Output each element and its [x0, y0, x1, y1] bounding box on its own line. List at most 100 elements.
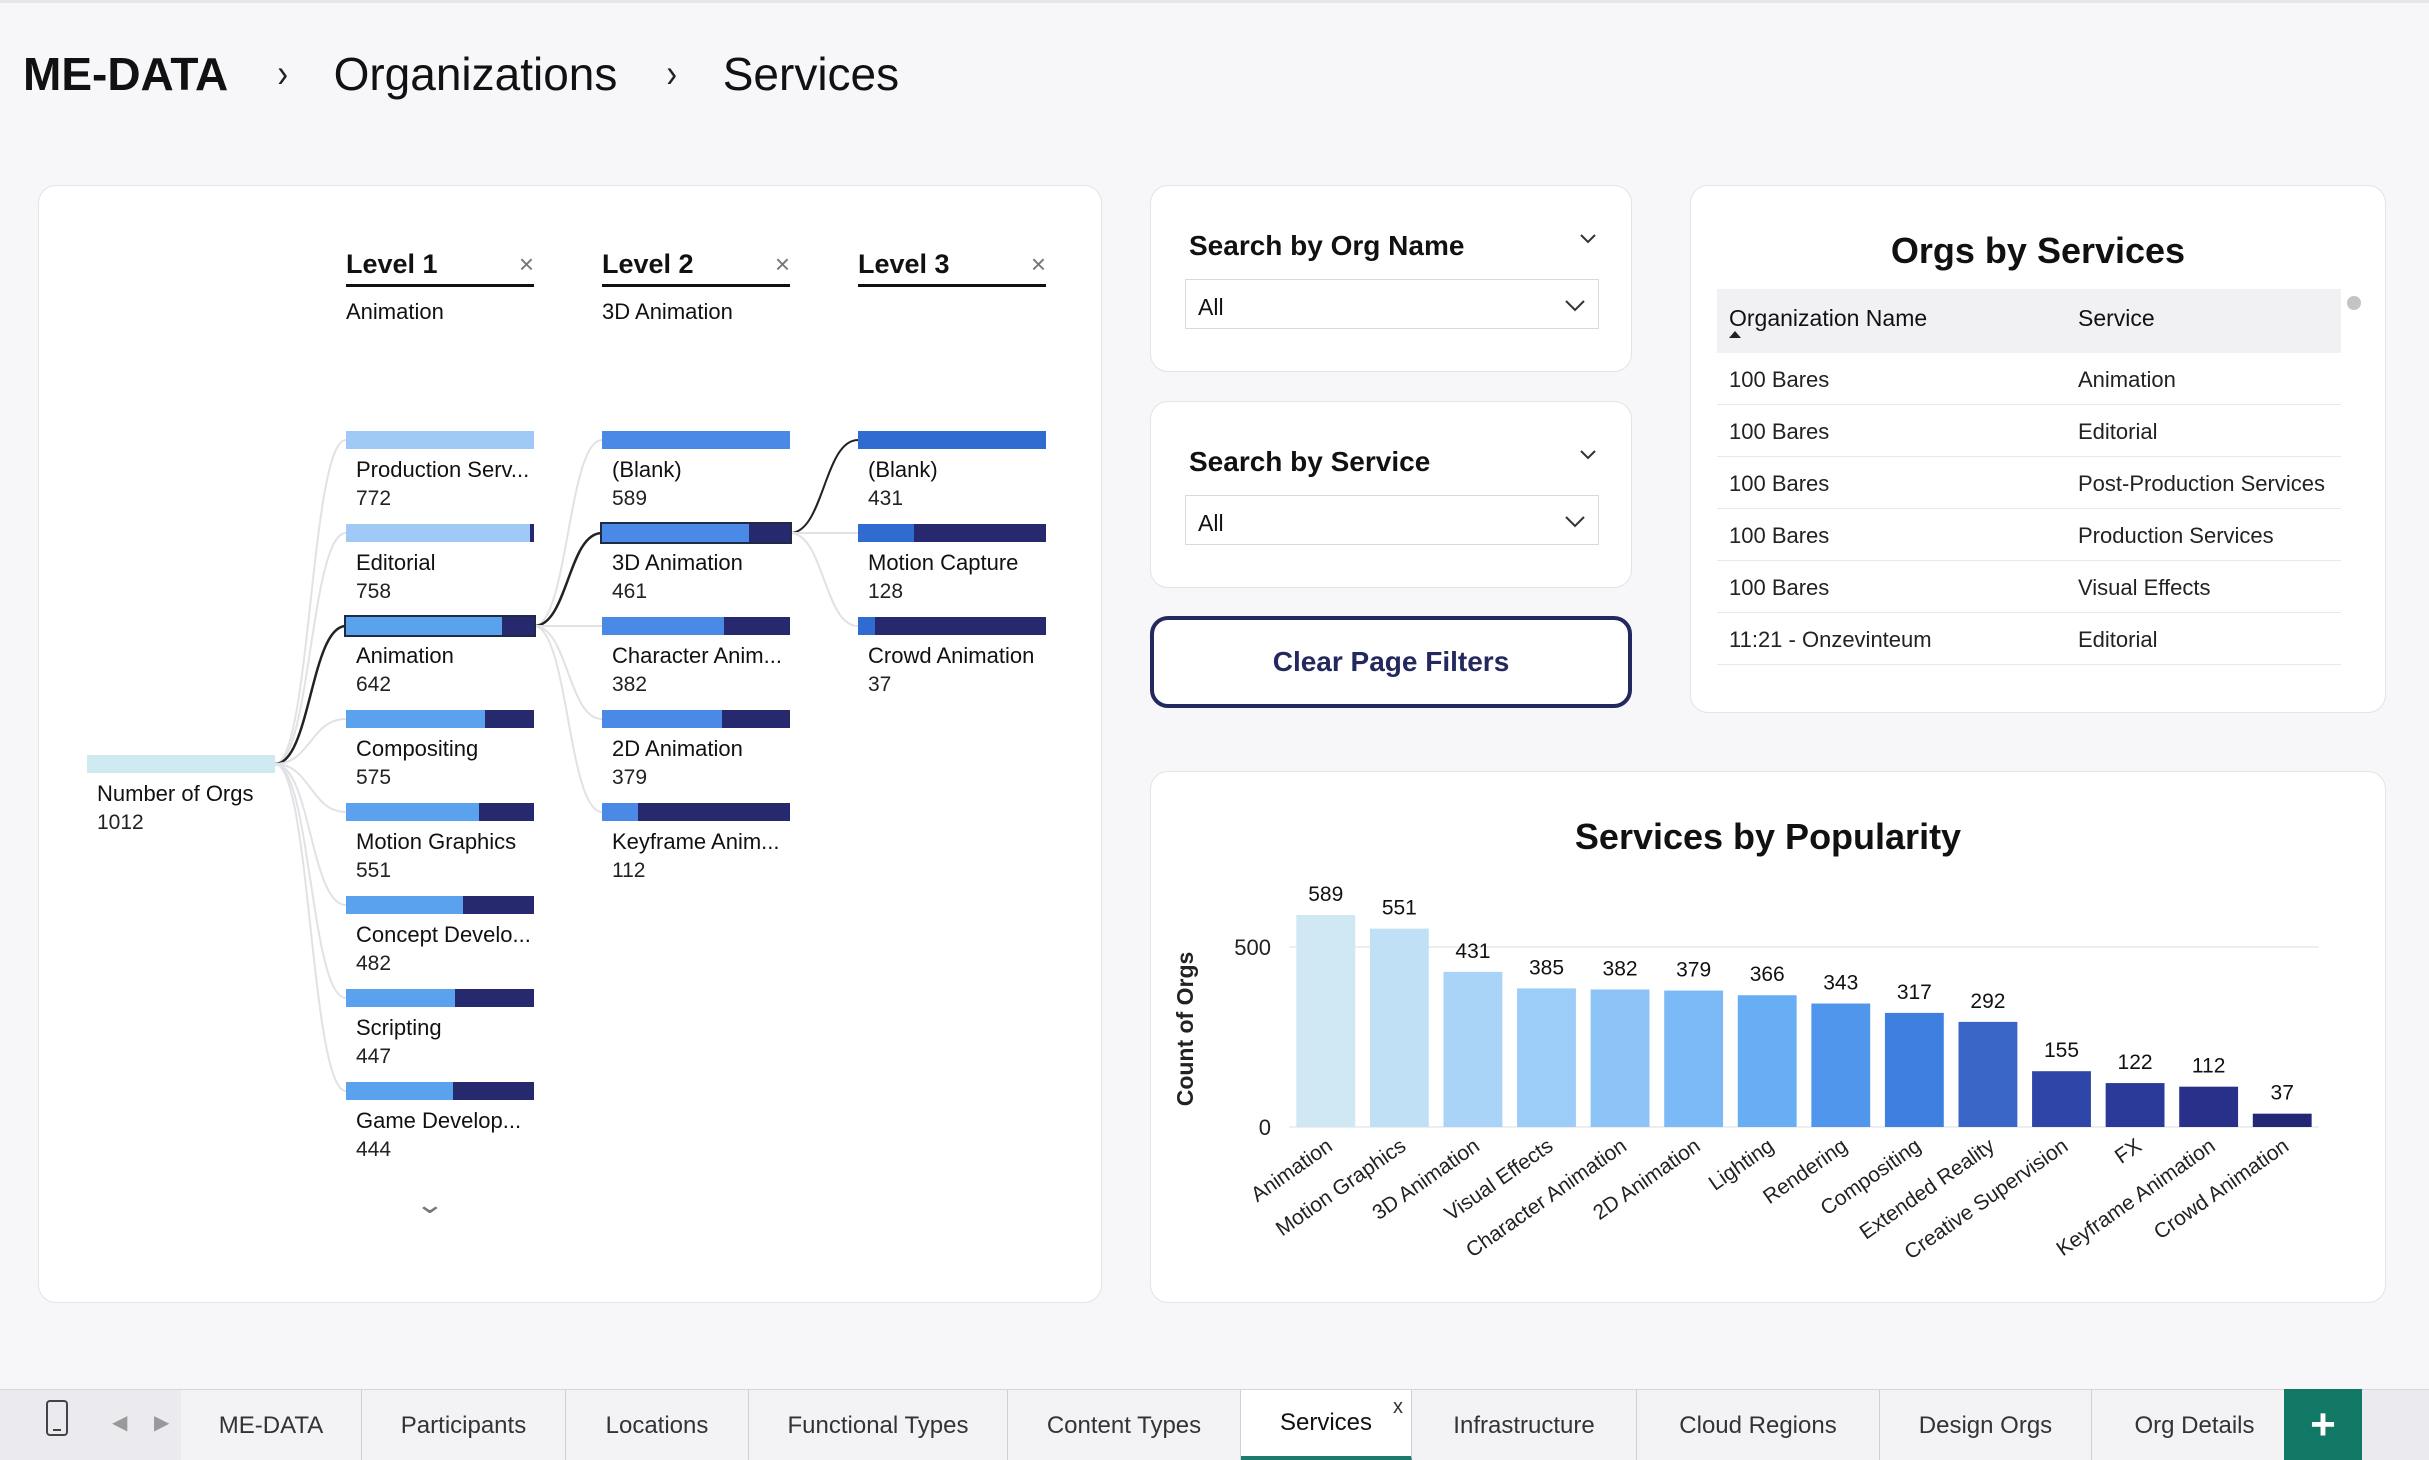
node-bar-fill [346, 617, 503, 635]
chevron-down-icon[interactable] [1579, 446, 1597, 464]
node-label: (Blank) [612, 457, 682, 482]
node-value: 589 [612, 487, 648, 510]
node-label: Production Serv... [356, 457, 530, 482]
close-icon[interactable]: × [1030, 249, 1046, 279]
node-bar-fill [602, 617, 725, 635]
node-bar-fill [346, 1082, 454, 1100]
close-icon[interactable]: × [518, 249, 534, 279]
data-label: 317 [1897, 981, 1932, 1004]
level-2-node[interactable]: Character Anim... 382 [602, 617, 790, 697]
column-header-service[interactable]: Service [2078, 305, 2155, 331]
close-icon[interactable]: × [774, 249, 790, 279]
tab-org-details[interactable]: Org Details [2092, 1390, 2298, 1460]
prev-page-icon[interactable]: ◀ [112, 1412, 128, 1434]
node-label: Motion Graphics [356, 829, 517, 854]
bar [1369, 928, 1429, 1127]
node-bar [344, 615, 536, 637]
table-row[interactable]: 11:21 - Onzevinteum Editorial [1717, 613, 2341, 665]
tree-root-node[interactable]: Number of Orgs 1012 [87, 755, 275, 835]
root-bar [87, 755, 275, 773]
level-1-node[interactable]: Compositing 575 [346, 710, 534, 790]
level-1-node[interactable]: Editorial 758 [346, 524, 534, 604]
orgs-table: Organization Name Service 100 Bares Anima… [1717, 289, 2341, 665]
table-header: Organization Name Service [1717, 289, 2341, 353]
cell-org-name: 11:21 - Onzevinteum [1729, 627, 1932, 652]
table-row[interactable]: 100 Bares Post-Production Services [1717, 457, 2341, 509]
node-bar-remainder [462, 896, 534, 914]
breadcrumb-home[interactable]: ME-DATA [23, 48, 229, 100]
node-bar [346, 989, 534, 1007]
node-label: Compositing [356, 736, 479, 761]
services-popularity-card: Services by Popularity 0 500 Count of Orgs… [1150, 771, 2386, 1303]
breadcrumb: ME-DATA › Organizations › Services [23, 44, 899, 104]
org-name-dropdown[interactable]: All [1185, 279, 1599, 329]
tab-participants[interactable]: Participants [362, 1390, 566, 1460]
level-3-node[interactable]: Crowd Animation 37 [858, 617, 1046, 697]
next-page-icon[interactable]: ▶ [154, 1412, 170, 1434]
mobile-layout-icon[interactable] [46, 1400, 68, 1436]
level-3-node[interactable]: Motion Capture 128 [858, 524, 1046, 604]
level-2-node[interactable]: 3D Animation 461 [600, 522, 792, 604]
tab-cloud-regions[interactable]: Cloud Regions [1637, 1390, 1880, 1460]
tab-label: Design Orgs [1918, 1411, 2053, 1439]
data-label: 431 [1455, 940, 1490, 963]
column-header-org-name[interactable]: Organization Name [1729, 305, 1928, 331]
add-page-button[interactable]: + [2284, 1389, 2362, 1460]
node-bar-fill [602, 524, 749, 542]
tab-design-orgs[interactable]: Design Orgs [1880, 1390, 2092, 1460]
node-bar [346, 803, 534, 821]
level-1-node[interactable]: Scripting 447 [346, 989, 534, 1069]
close-icon[interactable]: x [1393, 1396, 1403, 1418]
node-bar-fill [602, 803, 638, 821]
node-value: 772 [356, 487, 392, 510]
bar [1884, 1012, 1944, 1127]
clear-page-filters-button[interactable]: Clear Page Filters [1150, 616, 1632, 708]
tab-content-types[interactable]: Content Types [1008, 1390, 1241, 1460]
node-value: 128 [868, 580, 904, 603]
tree-link [274, 763, 347, 1092]
node-bar [346, 1082, 534, 1100]
level-1-node[interactable]: Concept Develo... 482 [346, 896, 534, 976]
table-row[interactable]: 100 Bares Production Services [1717, 509, 2341, 561]
table-row[interactable]: 100 Bares Editorial [1717, 405, 2341, 457]
node-bar-remainder [485, 710, 534, 728]
level-1-node[interactable]: Animation 642 [344, 615, 536, 697]
tree-link [274, 532, 347, 765]
data-label: 155 [2044, 1039, 2079, 1062]
bar [1958, 1021, 2018, 1127]
service-dropdown[interactable]: All [1185, 495, 1599, 545]
scrollbar[interactable] [2347, 296, 2361, 310]
tab-infrastructure[interactable]: Infrastructure [1412, 1390, 1637, 1460]
service-slicer: Search by Service All [1150, 401, 1632, 588]
chevron-down-icon[interactable] [1579, 230, 1597, 248]
y-tick-label: 0 [1259, 1115, 1271, 1140]
level-1-node[interactable]: Motion Graphics 551 [346, 803, 534, 883]
level-2-selection: 3D Animation [602, 299, 733, 324]
tab-locations[interactable]: Locations [566, 1390, 749, 1460]
node-bar-fill [346, 803, 480, 821]
bar [1737, 995, 1797, 1127]
node-bar [602, 710, 790, 728]
x-tick-label: Motion Graphics [1272, 1134, 1410, 1241]
level-2-node[interactable]: (Blank) 589 [602, 431, 790, 511]
level-3-node[interactable]: (Blank) 431 [858, 431, 1046, 511]
chevron-down-icon[interactable]: ⌄ [414, 1189, 446, 1219]
level-1-node[interactable]: Production Serv... 772 [346, 431, 534, 511]
data-label: 382 [1603, 957, 1638, 980]
level-2-node[interactable]: 2D Animation 379 [602, 710, 790, 790]
tab-me-data[interactable]: ME-DATA [181, 1390, 362, 1460]
table-row[interactable]: 100 Bares Visual Effects [1717, 561, 2341, 613]
node-bar-remainder [530, 524, 534, 542]
breadcrumb-organizations[interactable]: Organizations [333, 48, 618, 100]
node-value: 758 [356, 580, 392, 603]
table-row[interactable]: 100 Bares Animation [1717, 353, 2341, 405]
node-bar-fill [346, 524, 531, 542]
level-2-node[interactable]: Keyframe Anim... 112 [602, 803, 790, 883]
level-1-node[interactable]: Game Develop... 444 [346, 1082, 534, 1162]
y-axis-label: Count of Orgs [1172, 952, 1198, 1107]
tab-functional-types[interactable]: Functional Types [749, 1390, 1008, 1460]
page-tab-bar: ME-DATA Participants Locations Functional T… [0, 1389, 2429, 1460]
data-label: 366 [1750, 963, 1785, 986]
tab-services[interactable]: Services x [1241, 1390, 1412, 1460]
